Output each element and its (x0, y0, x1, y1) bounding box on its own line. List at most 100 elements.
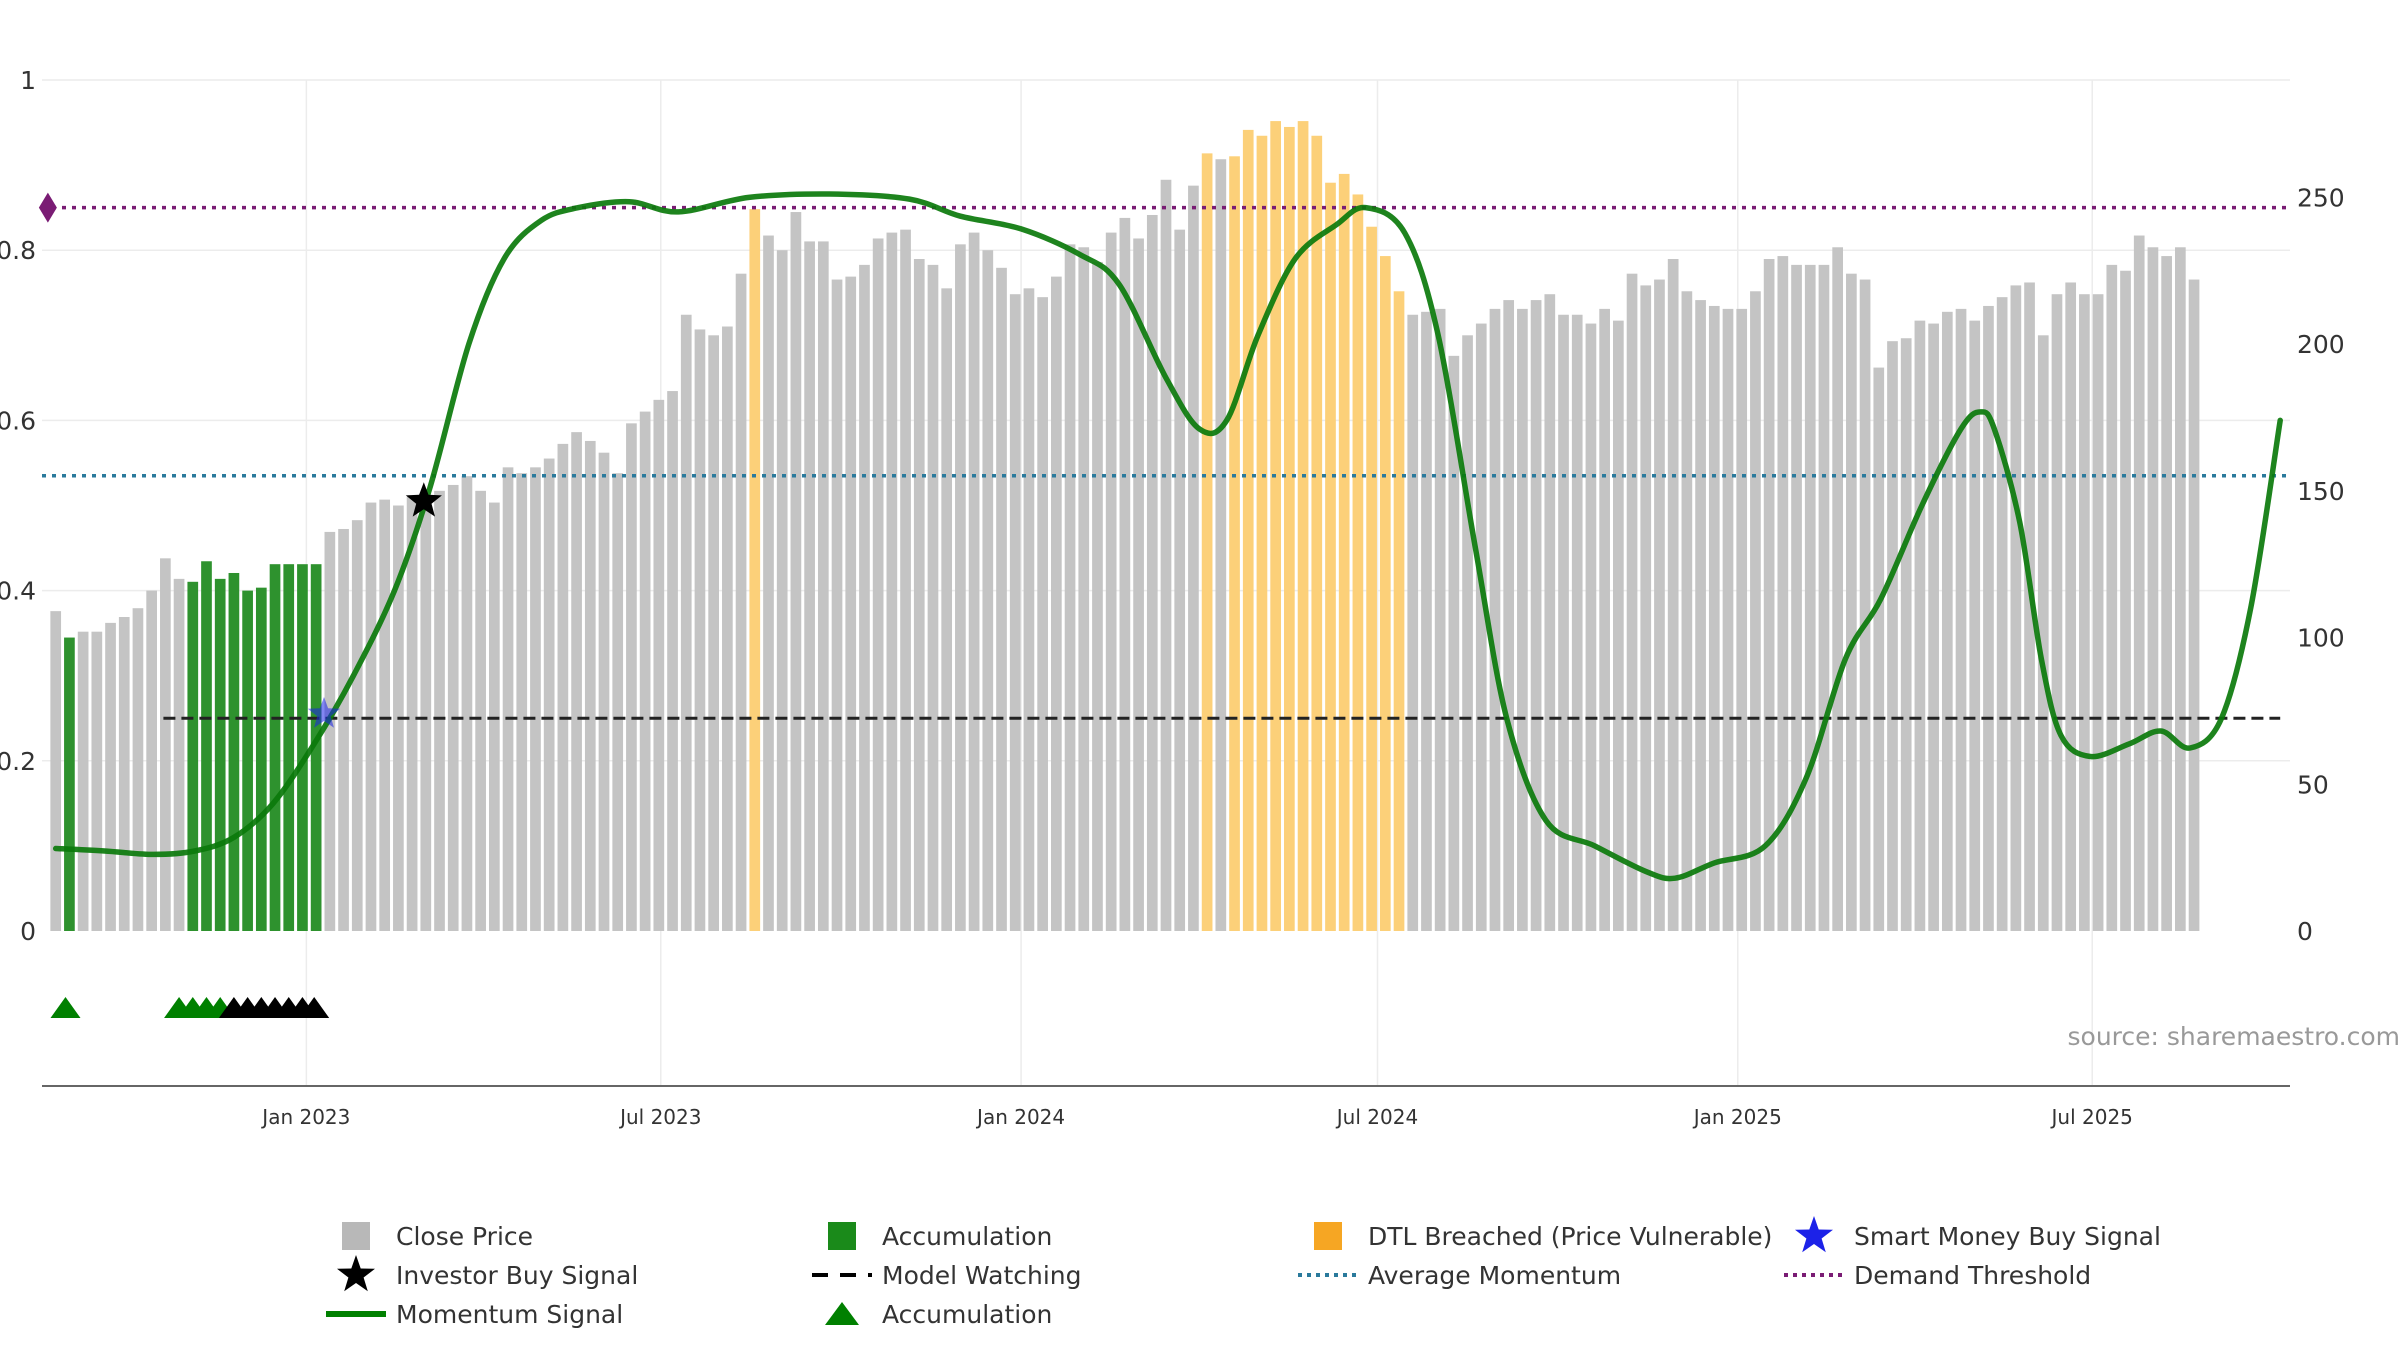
close-price-bar (1421, 312, 1432, 931)
close-price-bar (941, 288, 952, 931)
close-price-bar (2148, 247, 2159, 931)
close-price-bar (2052, 294, 2063, 931)
close-price-bar (558, 444, 569, 931)
x-axis-tick-label: Jan 2024 (975, 1105, 1065, 1129)
close-price-bar (982, 250, 993, 931)
close-price-bar (1860, 280, 1871, 931)
close-price-bar (1682, 291, 1693, 931)
right-axis-tick-label: 0 (2297, 917, 2313, 946)
close-price-bar (2161, 256, 2172, 931)
dtl-breached-bar (1243, 130, 1254, 931)
close-price-bar (1188, 186, 1199, 931)
dtl-breached-bar (1257, 136, 1268, 931)
close-price-bar (1435, 309, 1446, 931)
close-price-bar (2079, 294, 2090, 931)
close-price-bar (1161, 180, 1172, 931)
right-axis-tick-label: 150 (2297, 477, 2345, 506)
right-axis-tick-label: 200 (2297, 330, 2345, 359)
close-price-bar (1586, 324, 1597, 931)
close-price-bar (1215, 159, 1226, 931)
close-price-bar (763, 236, 774, 931)
close-price-bar (1873, 368, 1884, 931)
close-price-bar (420, 497, 431, 931)
close-price-bar (1668, 259, 1679, 931)
close-price-bar (1709, 306, 1720, 931)
legend-label: Demand Threshold (1854, 1261, 2091, 1290)
close-price-bar (845, 277, 856, 931)
dtl-breached-bar (1366, 227, 1377, 931)
close-price-bar (1915, 321, 1926, 931)
close-price-bar (777, 250, 788, 931)
accumulation-bar (215, 579, 226, 931)
close-price-bar (352, 520, 363, 931)
close-price-bar (1037, 297, 1048, 931)
close-price-bar (174, 579, 185, 931)
close-price-bar (1462, 335, 1473, 931)
close-price-bar (1928, 324, 1939, 931)
right-axis-tick-label: 100 (2297, 624, 2345, 653)
accumulation-bar (256, 588, 267, 931)
dtl-breached-bar (1229, 156, 1240, 931)
close-price-bar (955, 244, 966, 931)
legend-star-icon (337, 1255, 375, 1291)
left-axis-tick-label: 0 (20, 917, 36, 946)
close-price-bar (1640, 285, 1651, 931)
close-price-bar (2011, 285, 2022, 931)
close-price-bar (681, 315, 692, 931)
close-price-bar (928, 265, 939, 931)
close-price-bar (695, 329, 706, 931)
close-price-bar (1832, 247, 1843, 931)
accumulation-triangles (50, 997, 329, 1018)
close-price-bar (1490, 309, 1501, 931)
legend-label: Momentum Signal (396, 1300, 623, 1329)
close-price-bar (1531, 300, 1542, 931)
accumulation-bar (297, 564, 308, 931)
close-price-bar (1846, 274, 1857, 931)
accumulation-bar (187, 582, 198, 931)
close-price-bar (859, 265, 870, 931)
close-price-bar (2065, 282, 2076, 931)
close-price-bar (626, 423, 637, 931)
close-price-bar (78, 632, 89, 931)
close-price-bar (516, 473, 527, 931)
close-price-bar (1106, 233, 1117, 931)
close-price-bar (832, 280, 843, 931)
dtl-breached-bar (1311, 136, 1322, 931)
legend-triangle-icon (825, 1302, 859, 1325)
close-price-bar (434, 491, 445, 931)
close-price-bar (640, 412, 651, 931)
legend-label: Smart Money Buy Signal (1854, 1222, 2161, 1251)
close-price-bar (653, 400, 664, 931)
close-price-bar (736, 274, 747, 931)
legend-label: Accumulation (882, 1300, 1052, 1329)
close-price-bar (448, 485, 459, 931)
close-price-bar (1791, 265, 1802, 931)
close-price-bar (914, 259, 925, 931)
close-price-bar (1078, 247, 1089, 931)
close-price-bar (1120, 218, 1131, 931)
close-price-bar (1997, 297, 2008, 931)
legend-square-icon (342, 1222, 370, 1250)
close-price-bar (119, 617, 130, 931)
close-price-bar (996, 268, 1007, 931)
left-axis-tick-label: 0.8 (0, 236, 36, 265)
dtl-breached-bar (1353, 194, 1364, 931)
close-price-bar (1983, 306, 1994, 931)
close-price-bar (1065, 244, 1076, 931)
close-price-bar (708, 335, 719, 931)
x-axis-tick-label: Jul 2023 (618, 1105, 701, 1129)
accumulation-triangle-icon (50, 997, 80, 1018)
legend-label: Investor Buy Signal (396, 1261, 638, 1290)
close-price-bar (1051, 277, 1062, 931)
close-price-bar (1887, 341, 1898, 931)
dtl-breached-bar (1270, 121, 1281, 931)
close-price-bar (1723, 309, 1734, 931)
close-price-bar (2120, 271, 2131, 931)
close-price-bar (1517, 309, 1528, 931)
close-price-bar (1654, 280, 1665, 931)
close-price-bar (1627, 274, 1638, 931)
close-price-bar (667, 391, 678, 931)
close-price-bar (475, 491, 486, 931)
left-axis-tick-label: 0.6 (0, 406, 36, 435)
